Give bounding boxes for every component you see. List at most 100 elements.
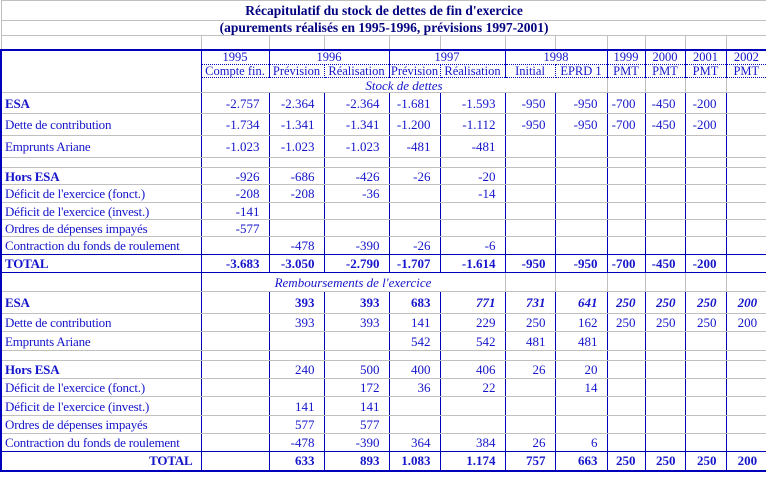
value-cell: -1.112 xyxy=(440,113,506,136)
value-cell: -926 xyxy=(201,167,270,185)
column-header: Compte fin. xyxy=(201,64,270,78)
empty-cell xyxy=(726,396,766,416)
empty-cell xyxy=(645,236,686,255)
value-cell: -1.734 xyxy=(201,113,270,136)
row-label: Contraction du fonds de roulement xyxy=(0,236,202,255)
empty-cell xyxy=(389,396,441,416)
value-cell: 577 xyxy=(269,415,325,434)
section-header: Stock de dettes xyxy=(201,77,608,93)
value-cell: -3.050 xyxy=(269,254,325,273)
value-cell: -390 xyxy=(324,433,390,452)
year-header: 2000 xyxy=(645,50,686,65)
empty-cell xyxy=(555,396,608,416)
year-header: 1999 xyxy=(607,50,646,65)
value-cell: 481 xyxy=(555,331,608,351)
empty-cell xyxy=(645,272,686,292)
value-cell: 384 xyxy=(440,433,506,452)
value-cell: 400 xyxy=(389,360,441,379)
value-cell: -1.023 xyxy=(269,135,325,158)
value-cell: -1.593 xyxy=(440,92,506,114)
value-cell: 364 xyxy=(389,433,441,452)
empty-cell xyxy=(685,360,727,379)
empty-cell xyxy=(201,451,270,472)
empty-cell xyxy=(607,236,646,255)
empty-cell xyxy=(201,331,270,351)
value-cell: -950 xyxy=(555,254,608,273)
value-cell: -450 xyxy=(645,92,686,114)
spacer-cell xyxy=(0,35,202,51)
empty-cell xyxy=(201,350,270,361)
empty-cell xyxy=(645,378,686,397)
empty-cell xyxy=(324,350,390,361)
year-header: 1998 xyxy=(505,50,608,65)
empty-cell xyxy=(726,360,766,379)
value-cell: 250 xyxy=(685,313,727,332)
empty-cell xyxy=(685,202,727,220)
empty-cell xyxy=(607,135,646,158)
row-label: Déficit de l'exercice (invest.) xyxy=(0,396,202,416)
value-cell: 26 xyxy=(505,360,556,379)
empty-cell xyxy=(201,157,270,168)
empty-cell xyxy=(505,272,556,292)
empty-cell xyxy=(685,219,727,237)
empty-cell xyxy=(726,254,766,273)
empty-cell xyxy=(645,350,686,361)
value-cell: 250 xyxy=(607,451,646,472)
column-header: Prévision xyxy=(269,64,325,78)
value-cell: 250 xyxy=(645,313,686,332)
row-label: Déficit de l'exercice (invest.) xyxy=(0,202,202,220)
empty-cell xyxy=(645,184,686,203)
year-header: 2002 xyxy=(726,50,766,65)
value-cell: 250 xyxy=(607,291,646,314)
value-cell: -14 xyxy=(440,184,506,203)
empty-cell xyxy=(201,313,270,332)
value-cell: 250 xyxy=(645,451,686,472)
row-label: Déficit de l'exercice (fonct.) xyxy=(0,378,202,397)
empty-label-cell xyxy=(0,157,202,168)
empty-cell xyxy=(505,350,556,361)
value-cell: -950 xyxy=(505,254,556,273)
empty-cell xyxy=(607,77,646,93)
row-label: Déficit de l'exercice (fonct.) xyxy=(0,184,202,203)
empty-cell xyxy=(389,202,441,220)
value-cell: 141 xyxy=(324,396,390,416)
empty-cell xyxy=(555,135,608,158)
value-cell: 141 xyxy=(269,396,325,416)
value-cell: -1.341 xyxy=(324,113,390,136)
empty-cell xyxy=(645,157,686,168)
value-cell: -450 xyxy=(645,113,686,136)
empty-cell xyxy=(201,415,270,434)
empty-cell xyxy=(555,167,608,185)
value-cell: 240 xyxy=(269,360,325,379)
row-label: Dette de contribution xyxy=(0,313,202,332)
value-cell: -200 xyxy=(685,92,727,114)
value-cell: 250 xyxy=(685,451,727,472)
empty-cell xyxy=(555,236,608,255)
value-cell: 250 xyxy=(645,291,686,314)
value-cell: 481 xyxy=(505,331,556,351)
empty-cell xyxy=(269,219,325,237)
empty-cell xyxy=(726,433,766,452)
empty-cell xyxy=(269,331,325,351)
value-cell: -2.364 xyxy=(324,92,390,114)
empty-cell xyxy=(555,184,608,203)
value-cell: -141 xyxy=(201,202,270,220)
row-label: Hors ESA xyxy=(0,360,202,379)
value-cell: -1.707 xyxy=(389,254,441,273)
value-cell: -700 xyxy=(607,254,646,273)
empty-cell xyxy=(726,77,766,93)
spacer-cell xyxy=(607,35,646,51)
value-cell: -481 xyxy=(440,135,506,158)
empty-cell xyxy=(269,378,325,397)
empty-label-cell xyxy=(0,272,202,292)
value-cell: -1.341 xyxy=(269,113,325,136)
empty-cell xyxy=(726,415,766,434)
row-label: Emprunts Ariane xyxy=(0,135,202,158)
empty-cell xyxy=(607,378,646,397)
empty-cell xyxy=(505,219,556,237)
empty-cell xyxy=(607,415,646,434)
empty-cell xyxy=(607,360,646,379)
empty-cell xyxy=(726,350,766,361)
value-cell: 200 xyxy=(726,313,766,332)
